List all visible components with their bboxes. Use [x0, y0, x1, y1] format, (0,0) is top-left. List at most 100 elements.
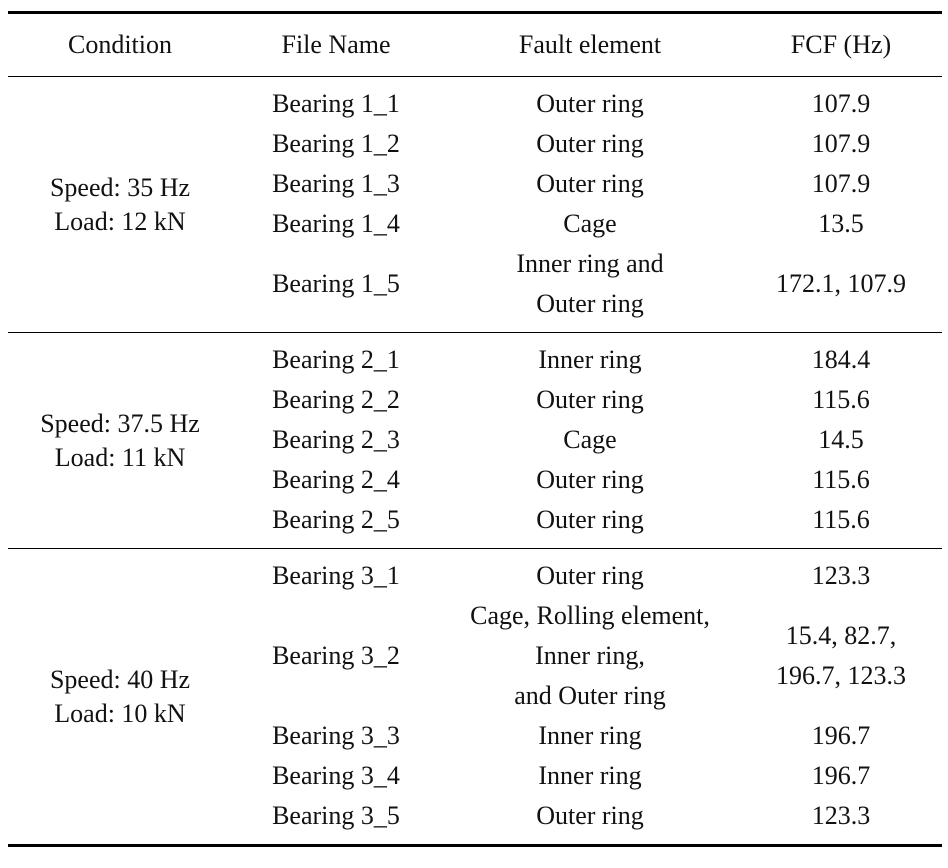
- fault-element-cell-line: Inner ring and: [516, 249, 664, 278]
- fault-element-cell-line: Inner ring: [538, 345, 642, 374]
- file-name-cell: Bearing 1_1: [272, 89, 400, 118]
- file-name-cell: Bearing 3_5: [272, 801, 400, 830]
- fcf-cell: 115.6: [740, 460, 942, 500]
- fault-element-cell-line: Outer ring: [536, 169, 644, 198]
- file-name-cell: Bearing 1_5: [272, 269, 400, 298]
- fault-element-cell-line: Outer ring: [536, 505, 644, 534]
- fault-element-cell: Inner ring: [440, 756, 740, 796]
- condition-line: Load: 12 kN: [54, 206, 186, 236]
- table-row: Bearing 1_2 Outer ring 107.9: [8, 124, 942, 164]
- fcf-cell-line: 115.6: [812, 505, 870, 534]
- fcf-cell: 123.3: [740, 549, 942, 597]
- fcf-cell: 14.5: [740, 420, 942, 460]
- fault-element-cell: Outer ring: [440, 164, 740, 204]
- fcf-cell-line: 15.4, 82.7,: [785, 621, 897, 650]
- fault-element-cell: Cage: [440, 204, 740, 244]
- fault-element-cell-line: Cage, Rolling element,: [470, 601, 710, 630]
- fault-element-cell: Inner ring: [440, 716, 740, 756]
- fcf-cell: 107.9: [740, 77, 942, 125]
- table-row: Bearing 2_5 Outer ring 115.6: [8, 500, 942, 549]
- table-row: Bearing 3_4 Inner ring 196.7: [8, 756, 942, 796]
- fault-element-cell: Inner ring and Outer ring: [440, 244, 740, 333]
- fault-element-cell: Inner ring: [440, 333, 740, 381]
- condition-cell: Speed: 35 Hz Load: 12 kN: [8, 77, 232, 333]
- table-row: Bearing 1_4 Cage 13.5: [8, 204, 942, 244]
- fault-element-cell-line: Inner ring,: [535, 641, 645, 670]
- fcf-cell-line: 172.1, 107.9: [776, 269, 906, 298]
- condition-line: Load: 11 kN: [54, 442, 186, 472]
- fcf-cell: 196.7: [740, 756, 942, 796]
- table-row: Bearing 2_4 Outer ring 115.6: [8, 460, 942, 500]
- fcf-cell: 107.9: [740, 124, 942, 164]
- fcf-cell-line: 184.4: [811, 345, 871, 374]
- fault-element-cell: Cage: [440, 420, 740, 460]
- fault-element-cell: Outer ring: [440, 796, 740, 846]
- table-row: Bearing 2_3 Cage 14.5: [8, 420, 942, 460]
- table-header: Condition File Name Fault element FCF (H…: [8, 12, 942, 77]
- fault-element-cell-line: Inner ring: [538, 761, 642, 790]
- header-file-name: File Name: [281, 30, 391, 59]
- fault-element-cell-line: Outer ring: [536, 801, 644, 830]
- fcf-cell: 172.1, 107.9: [740, 244, 942, 333]
- table-row: Bearing 3_5 Outer ring 123.3: [8, 796, 942, 846]
- fault-element-cell: Outer ring: [440, 549, 740, 597]
- fault-element-cell: Outer ring: [440, 124, 740, 164]
- fcf-cell-line: 196.7: [811, 761, 871, 790]
- fcf-cell-line: 115.6: [812, 385, 870, 414]
- condition-line: Load: 10 kN: [54, 698, 186, 728]
- fcf-cell-line: 14.5: [818, 425, 864, 454]
- table-row: Bearing 3_2 Cage, Rolling element, Inner r…: [8, 596, 942, 716]
- table-row: Bearing 1_5 Inner ring and Outer ring 172.1…: [8, 244, 942, 333]
- fcf-cell-line: 196.7, 123.3: [776, 661, 906, 690]
- file-name-cell: Bearing 3_1: [272, 561, 400, 590]
- fcf-cell: 115.6: [740, 380, 942, 420]
- fault-element-cell-line: Outer ring: [536, 561, 644, 590]
- fault-element-cell-line: Outer ring: [536, 385, 644, 414]
- fault-element-cell: Outer ring: [440, 460, 740, 500]
- file-name-cell: Bearing 2_5: [272, 505, 400, 534]
- header-row: Condition File Name Fault element FCF (H…: [8, 12, 942, 77]
- table-row: Speed: 35 Hz Load: 12 kN Bearing 1_1 Outer …: [8, 77, 942, 236]
- condition-cell: Speed: 37.5 Hz Load: 11 kN: [8, 333, 232, 549]
- fcf-cell: 13.5: [740, 204, 942, 244]
- fcf-cell-line: 107.9: [811, 129, 871, 158]
- file-name-cell: Bearing 2_4: [272, 465, 400, 494]
- table-row: Bearing 2_2 Outer ring 115.6: [8, 380, 942, 420]
- file-name-cell: Bearing 1_4: [272, 209, 400, 238]
- fault-element-cell-line: Outer ring: [536, 289, 644, 318]
- condition-cell: Speed: 40 Hz Load: 10 kN: [8, 549, 232, 846]
- file-name-cell: Bearing 3_3: [272, 721, 400, 750]
- condition-line: Speed: 35 Hz: [49, 172, 191, 202]
- fault-element-cell: Cage, Rolling element, Inner ring, and Out…: [440, 596, 740, 716]
- fcf-cell-line: 115.6: [812, 465, 870, 494]
- fault-element-cell-line: Cage: [563, 209, 617, 238]
- header-fault-element: Fault element: [518, 30, 662, 59]
- fcf-cell: 15.4, 82.7, 196.7, 123.3: [740, 596, 942, 716]
- fcf-cell: 115.6: [740, 500, 942, 549]
- fcf-cell-line: 196.7: [811, 721, 871, 750]
- fault-element-cell-line: Outer ring: [536, 89, 644, 118]
- file-name-cell: Bearing 2_1: [272, 345, 400, 374]
- fcf-cell-line: 13.5: [818, 209, 864, 238]
- file-name-cell: Bearing 3_4: [272, 761, 400, 790]
- table-row: Speed: 40 Hz Load: 10 kN Bearing 3_1 Outer …: [8, 549, 942, 728]
- fcf-cell: 196.7: [740, 716, 942, 756]
- condition-line: Speed: 37.5 Hz: [40, 408, 200, 438]
- file-name-cell: Bearing 2_2: [272, 385, 400, 414]
- fcf-cell-line: 107.9: [811, 169, 871, 198]
- condition-line: Speed: 40 Hz: [49, 664, 191, 694]
- condition-group: Speed: 37.5 Hz Load: 11 kN Bearing 2_1 Inne…: [8, 333, 942, 549]
- fcf-cell: 123.3: [740, 796, 942, 846]
- fault-element-cell: Outer ring: [440, 380, 740, 420]
- fault-element-cell: Outer ring: [440, 500, 740, 549]
- file-name-cell: Bearing 2_3: [272, 425, 400, 454]
- table-row: Bearing 3_3 Inner ring 196.7: [8, 716, 942, 756]
- fault-element-cell-line: and Outer ring: [514, 681, 666, 710]
- fault-table: Condition File Name Fault element FCF (H…: [8, 11, 942, 847]
- fault-element-cell-line: Cage: [563, 425, 617, 454]
- header-fcf: FCF (Hz): [790, 30, 892, 59]
- condition-group: Speed: 40 Hz Load: 10 kN Bearing 3_1 Outer …: [8, 549, 942, 846]
- fcf-cell: 184.4: [740, 333, 942, 381]
- fault-element-cell-line: Outer ring: [536, 465, 644, 494]
- fcf-cell-line: 107.9: [811, 89, 871, 118]
